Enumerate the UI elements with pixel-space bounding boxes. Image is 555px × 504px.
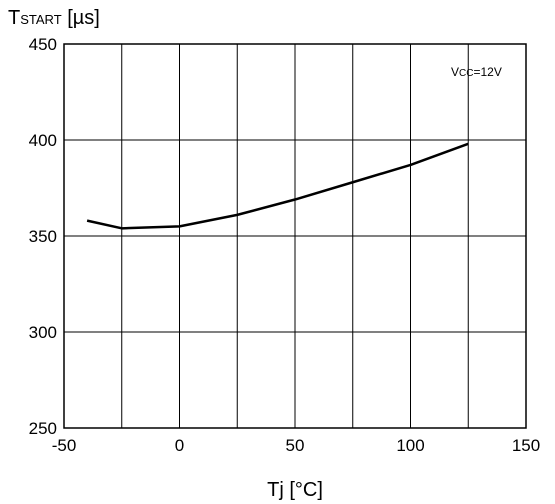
y-tick-label: 300	[29, 323, 57, 342]
tick-labels: -50 0 50 100 150 250 300 350 400 450	[29, 35, 541, 455]
vcc-annotation: VCC=12V	[451, 65, 502, 79]
plot-frame	[63, 43, 527, 429]
series-line	[86, 142, 469, 230]
y-tick-label: 350	[29, 227, 57, 246]
x-tick-label: -50	[52, 436, 77, 455]
x-tick-label: 100	[396, 436, 424, 455]
y-axis-title: TSTART [µs]	[8, 7, 100, 29]
grid	[64, 44, 526, 428]
x-tick-label: 0	[175, 436, 184, 455]
x-tick-label: 150	[512, 436, 540, 455]
y-tick-label: 250	[29, 419, 57, 438]
y-tick-label: 450	[29, 35, 57, 54]
x-axis-title: Tj [°C]	[267, 479, 323, 501]
y-tick-label: 400	[29, 131, 57, 150]
series-layer	[86, 142, 469, 230]
x-tick-label: 50	[286, 436, 305, 455]
